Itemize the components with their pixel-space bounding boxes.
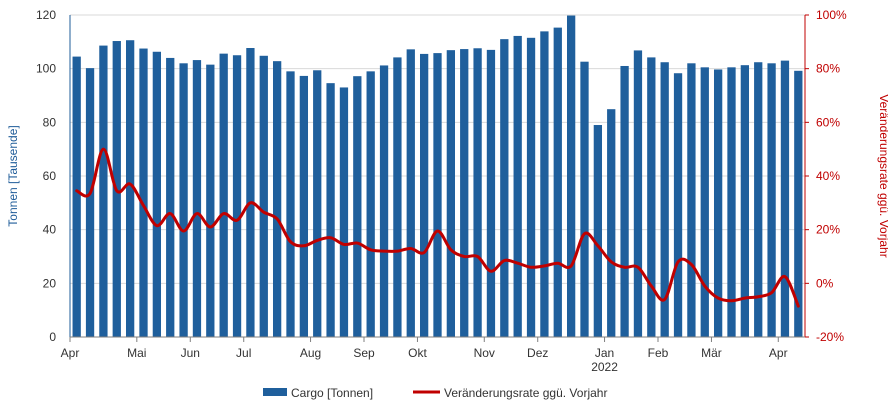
bar <box>272 61 282 338</box>
bar <box>580 61 589 337</box>
bar <box>99 45 108 338</box>
bar <box>607 109 616 337</box>
right-axis-ticks: -20% 0% 20% 40% 60% 80% 100% <box>805 8 847 344</box>
bar <box>687 63 696 338</box>
left-tick-label: 60 <box>43 169 57 183</box>
bar <box>166 57 175 337</box>
bar <box>620 65 629 337</box>
x-tick-label: Sep <box>353 346 375 360</box>
left-tick-label: 80 <box>43 115 57 129</box>
change-rate-series <box>75 147 800 308</box>
left-tick-label: 100 <box>36 62 56 76</box>
bar <box>125 40 135 338</box>
right-tick-label: 60% <box>816 115 840 129</box>
x-tick-label: Okt <box>408 346 427 360</box>
right-tick-label: 20% <box>816 223 840 237</box>
bar <box>85 68 95 337</box>
bar <box>513 35 522 338</box>
right-axis-title: Veränderungsrate ggü. Vorjahr <box>877 94 888 257</box>
bar <box>673 73 683 337</box>
year-label: 2022 <box>591 360 618 374</box>
bar <box>299 75 309 337</box>
x-tick-label: Nov <box>474 346 495 360</box>
bar <box>740 65 750 337</box>
bar <box>406 49 415 337</box>
bar <box>780 60 790 337</box>
change-rate-line <box>75 147 800 308</box>
x-axis-ticks: Apr Mai Jun Jul Aug Sep Okt Nov Dez Jan Feb Mär Apr 2… <box>61 337 788 374</box>
bar <box>353 76 362 338</box>
bar <box>566 15 576 337</box>
bar <box>246 48 255 337</box>
legend-label-change-rate: Veränderungsrate ggü. Vorjahr <box>444 386 607 400</box>
bar <box>259 55 268 337</box>
bar <box>794 70 803 338</box>
x-tick-label: Feb <box>648 346 669 360</box>
bar <box>326 83 335 337</box>
bar <box>366 71 375 337</box>
right-tick-label: 100% <box>816 8 847 22</box>
bar <box>433 53 442 337</box>
bar <box>486 49 496 338</box>
bar <box>72 56 81 337</box>
x-tick-label: Apr <box>769 346 788 360</box>
bar <box>379 65 389 338</box>
x-tick-label: Jun <box>181 346 200 360</box>
bar <box>206 64 215 338</box>
bar <box>152 51 162 338</box>
bar <box>553 27 562 338</box>
bar <box>633 50 643 338</box>
bar <box>419 53 429 338</box>
left-axis-ticks: 0 20 40 60 80 100 120 <box>36 8 56 344</box>
x-tick-label: Jul <box>236 346 251 360</box>
bar <box>232 55 242 337</box>
bar <box>660 62 669 338</box>
bar <box>313 70 322 337</box>
legend-swatch-cargo <box>263 388 287 396</box>
legend-label-cargo: Cargo [Tonnen] <box>291 386 373 400</box>
bar <box>473 48 482 337</box>
right-tick-label: 0% <box>816 276 834 290</box>
left-tick-label: 0 <box>49 330 56 344</box>
bar <box>713 69 723 337</box>
cargo-bars <box>72 15 803 338</box>
bar <box>446 50 456 337</box>
legend: Cargo [Tonnen] Veränderungsrate ggü. Vor… <box>263 386 607 400</box>
left-tick-label: 120 <box>36 8 56 22</box>
x-tick-label: Mär <box>701 346 722 360</box>
bar <box>393 57 402 337</box>
bar <box>339 87 349 337</box>
right-tick-label: 40% <box>816 169 840 183</box>
x-tick-label: Mai <box>127 346 146 360</box>
left-tick-label: 40 <box>43 223 57 237</box>
bar <box>754 62 763 338</box>
x-tick-label: Dez <box>527 346 548 360</box>
bar <box>286 71 295 337</box>
bar <box>219 53 228 337</box>
bar <box>540 31 549 337</box>
bar <box>179 63 188 338</box>
bar <box>192 60 202 338</box>
bar <box>700 67 709 337</box>
bar <box>460 49 469 337</box>
x-tick-label: Apr <box>61 346 80 360</box>
left-axis-title: Tonnen [Tausende] <box>6 125 20 226</box>
right-tick-label: 80% <box>816 62 840 76</box>
x-tick-label: Jan <box>595 346 614 360</box>
bar <box>593 125 603 338</box>
right-tick-label: -20% <box>816 330 844 344</box>
bar <box>727 67 736 337</box>
bar <box>526 37 536 337</box>
bar <box>139 48 148 338</box>
bar <box>500 39 509 338</box>
left-tick-label: 20 <box>43 276 57 290</box>
x-tick-label: Aug <box>300 346 321 360</box>
bar <box>767 63 776 338</box>
bar <box>647 57 656 337</box>
